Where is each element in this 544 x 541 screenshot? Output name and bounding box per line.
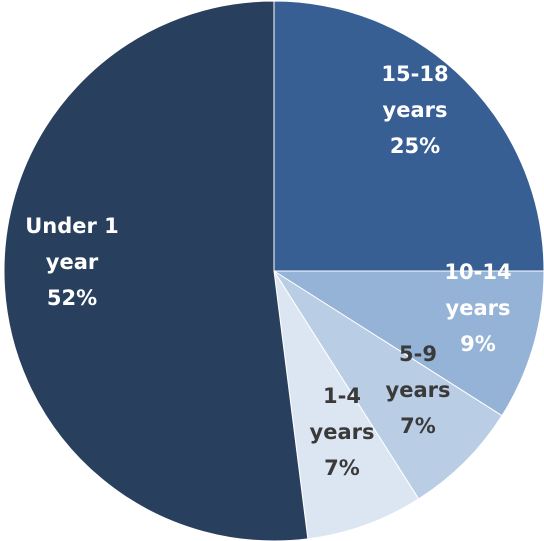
pie-slice-label-line: 10-14 [444, 260, 511, 284]
pie-slice-label-line: 9% [460, 332, 496, 356]
pie-slice-label-line: 52% [47, 286, 97, 310]
pie-slice-label-2: 5-9 years 7% [386, 342, 451, 438]
pie-slice-label-line: years [386, 378, 451, 402]
pie-slice-4 [3, 0, 309, 541]
pie-slice-label-line: 7% [324, 456, 360, 480]
pie-slices [3, 0, 544, 541]
pie-slice-label-line: 5-9 [399, 342, 437, 366]
pie-slice-label-line: years [310, 420, 375, 444]
pie-slice-label-line: 25% [390, 134, 440, 158]
pie-slice-label-line: years [446, 296, 511, 320]
pie-slice-label-line: 1-4 [323, 384, 361, 408]
pie-slice-label-line: 7% [400, 414, 436, 438]
pie-slice-label-0: 15-18 years 25% [381, 62, 448, 158]
pie-slice-label-1: 10-14 years 9% [444, 260, 511, 356]
pie-slice-label-3: 1-4 years 7% [310, 384, 375, 480]
pie-labels: 15-18 years 25% 10-14 years 9% 5-9 years 7% 1-4 ye… [25, 62, 511, 480]
pie-slice-label-line: year [46, 250, 99, 274]
pie-slice-label-4: Under 1 year 52% [25, 214, 119, 310]
pie-slice-label-line: Under 1 [25, 214, 119, 238]
pie-slice-3 [273, 270, 420, 540]
pie-slice-0 [273, 0, 544, 272]
pie-slice-label-line: 15-18 [381, 62, 448, 86]
pie-slice-2 [273, 270, 503, 500]
pie-slice-label-line: years [383, 98, 448, 122]
